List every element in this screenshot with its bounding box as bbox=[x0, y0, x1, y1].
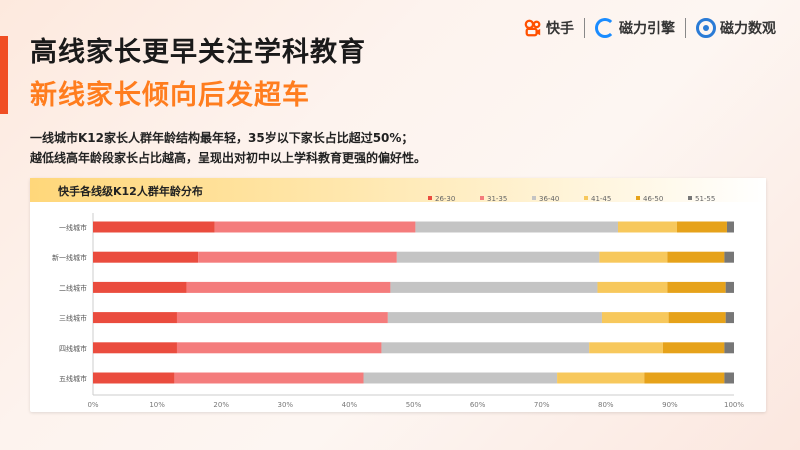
category-label: 二线城市 bbox=[59, 283, 87, 292]
bar-segment-46-50 bbox=[676, 221, 727, 233]
legend-swatch-36-40 bbox=[532, 196, 536, 200]
bar-segment-46-50 bbox=[668, 312, 726, 324]
chart-card: 快手各线级K12人群年龄分布 26-30 31-35 36-40 41-45 46-50… bbox=[30, 178, 766, 412]
x-tick-label: 30% bbox=[278, 401, 294, 409]
bar-segment-26-30 bbox=[93, 342, 177, 354]
bar-segment-41-45 bbox=[601, 312, 669, 324]
bar-segment-31-35 bbox=[186, 281, 391, 293]
cili-shuguan-icon bbox=[696, 18, 716, 38]
bar-segment-46-50 bbox=[667, 281, 726, 293]
legend-label-41-45: 41-45 bbox=[591, 195, 611, 203]
x-tick-label: 90% bbox=[662, 401, 678, 409]
cili-yinqing-label: 磁力引擎 bbox=[619, 21, 675, 37]
bar-segment-26-30 bbox=[93, 372, 175, 384]
x-tick-label: 80% bbox=[598, 401, 614, 409]
logo-divider bbox=[685, 18, 686, 38]
cili-shuguan-logo: 磁力数观 bbox=[696, 18, 776, 38]
bar-segment-31-35 bbox=[214, 221, 416, 233]
kuaishou-logo: 快手 bbox=[524, 18, 574, 38]
bar-segment-46-50 bbox=[662, 342, 725, 354]
cili-yinqing-icon bbox=[595, 18, 615, 38]
brand-logos: 快手 磁力引擎 磁力数观 bbox=[524, 18, 776, 38]
x-tick-label: 70% bbox=[534, 401, 550, 409]
legend-swatch-31-35 bbox=[480, 196, 484, 200]
bar-segment-26-30 bbox=[93, 281, 187, 293]
bar-segment-41-45 bbox=[617, 221, 677, 233]
bar-segment-51-55 bbox=[724, 251, 734, 263]
bar-segment-36-40 bbox=[390, 281, 598, 293]
bar-segment-31-35 bbox=[176, 312, 388, 324]
cili-yinqing-logo: 磁力引擎 bbox=[595, 18, 675, 38]
bar-segment-51-55 bbox=[726, 221, 734, 233]
cili-shuguan-label: 磁力数观 bbox=[720, 21, 776, 37]
bar-segment-36-40 bbox=[381, 342, 590, 354]
x-tick-label: 60% bbox=[470, 401, 486, 409]
bar-segment-41-45 bbox=[589, 342, 663, 354]
bar-segment-41-45 bbox=[597, 281, 668, 293]
kuaishou-label: 快手 bbox=[546, 21, 574, 37]
x-tick-label: 100% bbox=[724, 401, 744, 409]
x-tick-label: 10% bbox=[149, 401, 165, 409]
category-label: 一线城市 bbox=[59, 223, 87, 232]
bar-segment-51-55 bbox=[725, 312, 734, 324]
bar-segment-31-35 bbox=[176, 342, 382, 354]
legend-swatch-51-55 bbox=[688, 196, 692, 200]
bar-segment-36-40 bbox=[415, 221, 618, 233]
bar-segment-36-40 bbox=[363, 372, 558, 384]
category-label: 三线城市 bbox=[59, 314, 87, 323]
bar-segment-31-35 bbox=[174, 372, 364, 384]
bar-segment-26-30 bbox=[93, 251, 199, 263]
x-tick-label: 40% bbox=[342, 401, 358, 409]
logo-divider bbox=[584, 18, 585, 38]
legend-swatch-46-50 bbox=[636, 196, 640, 200]
description: 一线城市K12家长人群年龄结构最年轻，35岁以下家长占比超过50%； 越低线高年… bbox=[30, 128, 426, 168]
x-tick-label: 20% bbox=[213, 401, 229, 409]
chart-header bbox=[30, 178, 766, 202]
bar-segment-46-50 bbox=[667, 251, 725, 263]
page-title: 高线家长更早关注学科教育 bbox=[30, 37, 366, 68]
bar-segment-51-55 bbox=[724, 372, 734, 384]
stacked-bar-chart: 26-30 31-35 36-40 41-45 46-50 51-55 0% 10% 20% 30… bbox=[52, 195, 744, 409]
category-label: 五线城市 bbox=[59, 374, 87, 383]
bar-segment-26-30 bbox=[93, 312, 177, 324]
bar-segment-31-35 bbox=[198, 251, 397, 263]
bar-segment-41-45 bbox=[599, 251, 668, 263]
category-label: 四线城市 bbox=[59, 344, 87, 353]
bar-segment-51-55 bbox=[724, 342, 734, 354]
bar-segment-36-40 bbox=[387, 312, 602, 324]
title-accent-bar bbox=[0, 36, 8, 114]
description-line-1: 一线城市K12家长人群年龄结构最年轻，35岁以下家长占比超过50%； bbox=[30, 131, 414, 145]
x-tick-label: 50% bbox=[406, 401, 422, 409]
bar-segment-51-55 bbox=[725, 281, 734, 293]
legend-label-26-30: 26-30 bbox=[435, 195, 455, 203]
bar-segment-46-50 bbox=[644, 372, 725, 384]
description-line-2: 越低线高年龄段家长占比越高，呈现出对初中以上学科教育更强的偏好性。 bbox=[30, 151, 427, 165]
legend-swatch-41-45 bbox=[584, 196, 588, 200]
page-subtitle: 新线家长倾向后发超车 bbox=[30, 80, 310, 111]
legend-label-51-55: 51-55 bbox=[695, 195, 715, 203]
legend-label-46-50: 46-50 bbox=[643, 195, 663, 203]
kuaishou-icon bbox=[524, 19, 541, 37]
legend-label-31-35: 31-35 bbox=[487, 195, 507, 203]
bar-segment-26-30 bbox=[93, 221, 215, 233]
legend-swatch-26-30 bbox=[428, 196, 432, 200]
chart-title: 快手各线级K12人群年龄分布 bbox=[58, 185, 203, 198]
category-label: 新一线城市 bbox=[52, 253, 87, 262]
bar-segment-41-45 bbox=[557, 372, 645, 384]
x-tick-label: 0% bbox=[87, 401, 98, 409]
legend-label-36-40: 36-40 bbox=[539, 195, 559, 203]
bar-segment-36-40 bbox=[396, 251, 600, 263]
